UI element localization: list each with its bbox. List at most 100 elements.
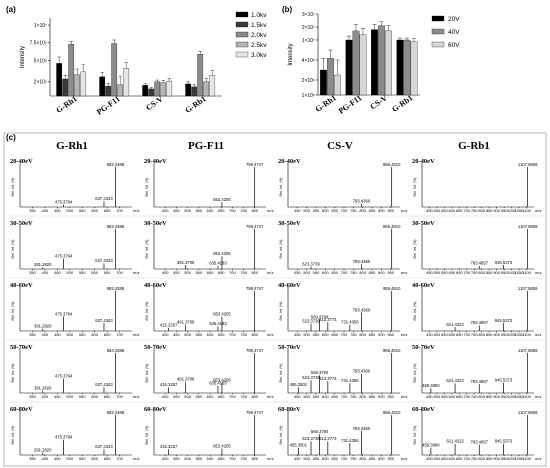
panel-c-border	[3, 132, 547, 467]
peak-label: 475.3764	[55, 373, 73, 378]
x-tick-label: 550	[441, 208, 448, 213]
x-tick-label: 1100	[522, 456, 531, 461]
peak-label: 569.3784	[311, 370, 329, 375]
x-tick-label: 700	[341, 332, 348, 337]
x-tick-label: 500	[303, 394, 310, 399]
x-tick-label: 700	[229, 332, 236, 337]
x-tick-label: 500	[434, 394, 441, 399]
x-tick-label: 400	[42, 270, 49, 275]
panel-c-spectra: G-Rh1 PG-F11 CS-V G-Rb1 Rel. Int. (%) 350 400 4…	[3, 132, 547, 467]
x-tick-label: 550	[79, 394, 86, 399]
panel-a-label: (a)	[6, 5, 16, 14]
bar	[62, 78, 69, 97]
legend-label: 1.0kv	[251, 12, 267, 19]
x-tick-label: 450	[173, 270, 180, 275]
legend-swatch	[235, 41, 249, 48]
x-axis-unit: m/z	[535, 208, 541, 213]
legend-label: 1.5kv	[251, 22, 267, 29]
x-tick-label: 600	[91, 332, 98, 337]
panel-b-label: (b)	[282, 5, 293, 14]
x-tick-label: 600	[322, 394, 329, 399]
peak-label: 523.3739	[302, 319, 320, 324]
x-tick-label: 800	[478, 270, 485, 275]
x-tick-label: 700	[463, 456, 470, 461]
x-tick-label: 850	[369, 332, 376, 337]
x-tick-label: 450	[173, 332, 180, 337]
x-tick-label: 900	[378, 332, 385, 337]
x-tick-label: 800	[251, 332, 258, 337]
x-axis-unit: m/z	[535, 332, 541, 337]
bar	[209, 75, 216, 97]
x-tick-label: 500	[434, 208, 441, 213]
x-axis-unit: m/z	[535, 456, 541, 461]
x-tick-label: 600	[449, 456, 456, 461]
x-tick-label: 700	[116, 332, 123, 337]
x-tick-label: 550	[195, 456, 202, 461]
x-tick-label: 600	[91, 456, 98, 461]
bar	[123, 68, 130, 97]
x-axis-unit: m/z	[535, 394, 541, 399]
y-axis-label: Intensity	[20, 46, 26, 68]
x-tick-label: 550	[441, 270, 448, 275]
x-axis-unit: m/z	[267, 394, 273, 399]
x-tick-label: 950	[501, 208, 508, 213]
x-tick-label: 750	[240, 208, 247, 213]
x-tick-label: 450	[54, 456, 61, 461]
x-tick-label: 1100	[522, 332, 531, 337]
bar	[359, 34, 367, 96]
category-label: G-Rb1	[390, 93, 414, 114]
x-tick-label: 850	[486, 456, 493, 461]
x-axis-unit: m/z	[401, 270, 407, 275]
legend-label: 40V	[448, 29, 460, 36]
peak-label: 955.4910	[383, 410, 401, 415]
x-tick-label: 850	[486, 332, 493, 337]
y-tick-label: 1×10⁷	[302, 38, 315, 44]
x-tick-label: 950	[501, 270, 508, 275]
legend-label: 2.0kv	[251, 32, 267, 39]
peak-label: 475.3764	[55, 311, 73, 316]
spectrum-y-label: Rel. Int. (%)	[145, 178, 149, 197]
x-tick-label: 900	[493, 208, 500, 213]
x-tick-label: 550	[79, 456, 86, 461]
x-tick-label: 400	[162, 270, 169, 275]
x-tick-label: 500	[66, 394, 73, 399]
y-tick-label: 5×10⁶	[34, 58, 47, 64]
peak-label: 955.4910	[383, 348, 401, 353]
x-tick-label: 1050	[515, 332, 525, 337]
x-axis-unit: m/z	[133, 456, 139, 461]
spectrum-y-label: Rel. Int. (%)	[145, 240, 149, 259]
panel-a-chart: 2×10⁶ 5×10⁶ 7.5×10⁶ 1×10⁷ Intensity G-Rh1 PG-F…	[20, 12, 267, 117]
peak-label: 491.3708	[177, 377, 195, 382]
x-tick-label: 800	[478, 456, 485, 461]
peak-label: 621.4322	[446, 439, 464, 444]
category-label: G-Rb1	[184, 94, 208, 115]
category-label: PG-F11	[95, 94, 122, 116]
x-tick-label: 600	[207, 208, 214, 213]
x-tick-label: 600	[207, 332, 214, 337]
x-tick-label: 500	[66, 208, 73, 213]
x-tick-label: 800	[359, 394, 366, 399]
peak-label: 731.4356	[341, 378, 359, 383]
x-tick-label: 800	[359, 208, 366, 213]
x-tick-label: 900	[493, 332, 500, 337]
x-tick-label: 950	[387, 456, 394, 461]
x-tick-label: 450	[426, 208, 433, 213]
x-tick-label: 700	[116, 208, 123, 213]
energy-label: 60-80eV	[278, 406, 301, 413]
spectrum-y-label: Rel. Int. (%)	[279, 240, 283, 259]
peak-label: 523.3739	[302, 436, 320, 441]
x-tick-label: 950	[501, 394, 508, 399]
y-tick-label: 4×10⁶	[302, 58, 315, 64]
x-tick-label: 900	[378, 270, 385, 275]
peak-label: 945.5373	[495, 377, 513, 382]
peak-label: 459.3860	[422, 383, 440, 388]
x-tick-label: 950	[387, 332, 394, 337]
peak-label: 523.3739	[302, 375, 320, 380]
peak-label: 653.4205	[213, 311, 231, 316]
x-tick-label: 650	[331, 332, 338, 337]
x-tick-label: 750	[350, 394, 357, 399]
x-tick-label: 600	[322, 456, 329, 461]
x-tick-label: 800	[478, 394, 485, 399]
x-tick-label: 800	[478, 332, 485, 337]
